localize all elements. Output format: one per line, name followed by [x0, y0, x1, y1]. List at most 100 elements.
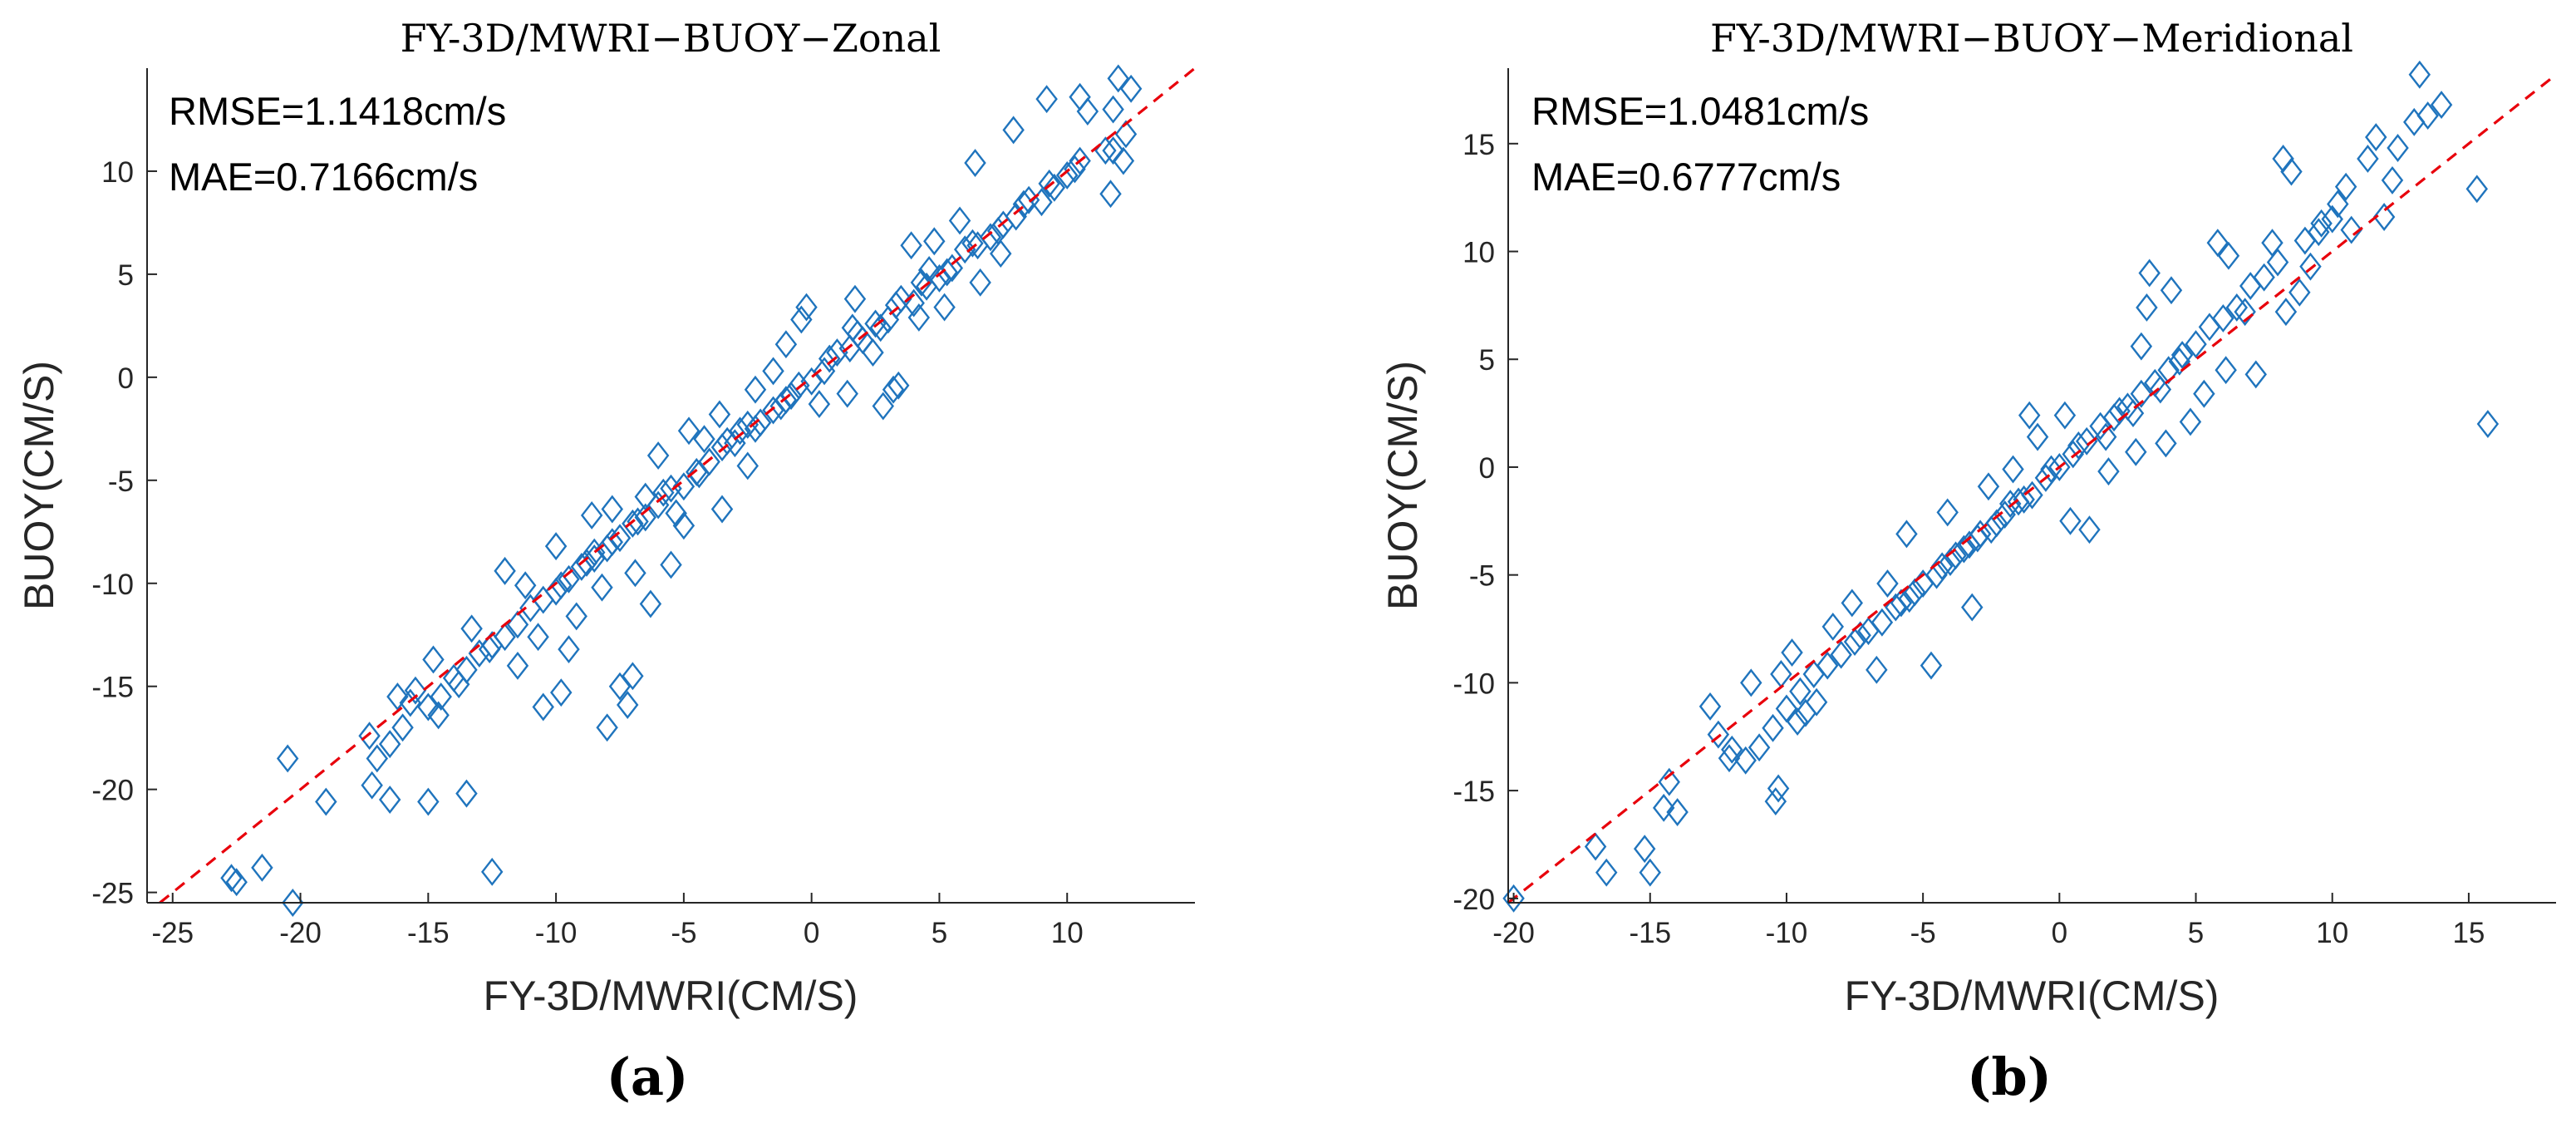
data-point — [808, 390, 831, 419]
data-point — [2198, 313, 2221, 342]
one-to-one-line — [1507, 73, 2557, 904]
data-point — [550, 678, 573, 707]
data-point — [1112, 146, 1135, 175]
data-point — [1740, 668, 1762, 697]
data-point — [601, 495, 623, 524]
data-point — [2185, 330, 2207, 359]
data-point — [1633, 835, 1656, 864]
data-point — [2212, 303, 2234, 332]
data-point — [964, 149, 986, 177]
x-tick-label: -20 — [1492, 917, 1535, 949]
data-point — [936, 258, 958, 287]
data-point — [2234, 298, 2256, 327]
x-tick-label: -10 — [1766, 917, 1808, 949]
y-tick-label: -5 — [1469, 560, 1495, 593]
x-tick-label: -25 — [151, 917, 194, 949]
data-point — [1584, 832, 1607, 861]
panel-label-b: (b) — [1967, 1047, 2052, 1107]
data-point — [688, 460, 710, 489]
data-point — [2206, 229, 2229, 258]
data-point — [1939, 548, 1962, 577]
data-point — [1698, 692, 1722, 721]
data-point — [710, 495, 734, 524]
data-point — [639, 589, 662, 618]
data-point — [2097, 457, 2120, 486]
data-point — [1936, 498, 1959, 527]
data-point — [887, 371, 910, 400]
data-point — [2130, 332, 2153, 361]
data-point — [724, 429, 746, 458]
data-point — [2274, 298, 2298, 327]
data-point — [622, 509, 644, 538]
data-point — [2408, 60, 2431, 89]
data-point — [225, 868, 248, 897]
data-point — [2168, 347, 2191, 376]
y-axis-label-a: BUOY(CM/S) — [16, 361, 62, 610]
data-point — [990, 239, 1012, 268]
data-point — [532, 585, 554, 614]
data-point — [660, 550, 682, 579]
data-point — [2108, 397, 2131, 426]
data-point — [494, 556, 516, 585]
data-point — [1767, 774, 1790, 803]
data-point — [966, 231, 989, 260]
data-point — [596, 713, 618, 742]
data-point — [2075, 426, 2098, 456]
data-point — [1666, 798, 1689, 826]
data-point — [2179, 407, 2202, 436]
data-point — [2034, 463, 2057, 492]
data-point — [527, 623, 549, 652]
data-point — [608, 672, 632, 701]
data-point — [2310, 209, 2333, 238]
data-point — [2026, 422, 2049, 451]
data-point — [677, 416, 701, 446]
data-point — [506, 651, 529, 680]
data-point — [1871, 608, 1894, 637]
data-point — [1119, 74, 1143, 103]
data-point — [693, 425, 715, 454]
data-point — [624, 559, 646, 588]
data-point — [1925, 560, 1948, 589]
data-point — [565, 602, 587, 631]
data-point — [715, 426, 739, 456]
data-point — [2403, 107, 2426, 136]
data-point — [1857, 617, 1880, 646]
data-point — [1064, 155, 1086, 184]
data-point — [2321, 204, 2343, 234]
data-point — [1961, 593, 1984, 622]
data-point — [2476, 410, 2500, 439]
data-point — [2244, 360, 2267, 389]
y-tick-label: -10 — [1453, 667, 1495, 700]
chart-title-b: FY-3D/MWRI−BUOY−Meridional — [1710, 16, 2353, 61]
data-point — [1707, 720, 1730, 749]
data-point — [1794, 698, 1817, 727]
data-point — [361, 771, 383, 800]
data-point — [608, 524, 632, 553]
data-point — [1721, 735, 1743, 764]
data-point — [1658, 767, 1680, 796]
x-tick-label: -10 — [535, 917, 578, 949]
y-tick-label: 0 — [118, 362, 134, 395]
data-point — [2136, 293, 2158, 322]
y-tick-label: -15 — [1453, 776, 1495, 808]
data-markers-a — [220, 64, 1143, 917]
data-point — [532, 692, 554, 722]
rmse-annotation-b: RMSE=1.0481cm/s — [1531, 89, 1869, 133]
data-point — [2272, 145, 2294, 173]
data-point — [591, 573, 613, 602]
data-point — [580, 500, 603, 530]
data-point — [736, 451, 759, 480]
data-point — [220, 864, 243, 893]
data-point — [2217, 241, 2240, 270]
data-point — [386, 682, 409, 712]
data-point — [2121, 399, 2145, 428]
data-point — [884, 291, 907, 320]
data-point — [417, 787, 440, 816]
data-point — [1920, 651, 1943, 680]
data-point — [2299, 252, 2322, 281]
plot-area-a — [147, 68, 1195, 903]
data-point — [818, 344, 841, 373]
data-point — [862, 338, 884, 367]
data-point — [2078, 515, 2101, 544]
